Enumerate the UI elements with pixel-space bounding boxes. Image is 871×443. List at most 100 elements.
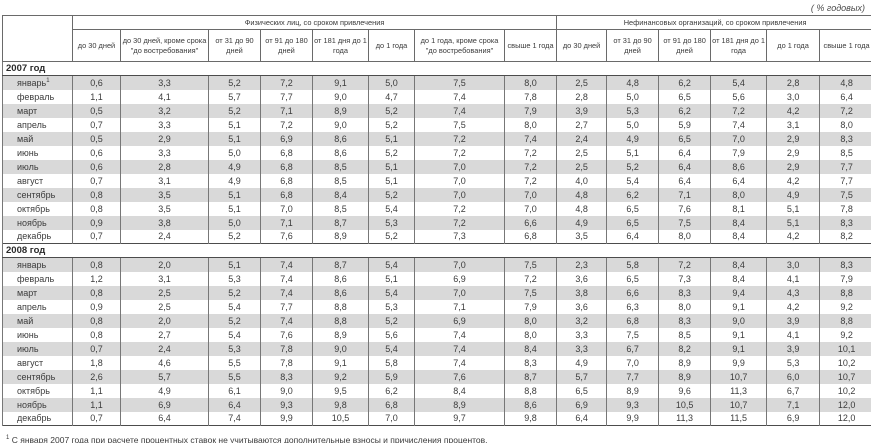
value-cell: 5,3 [368, 215, 415, 230]
value-cell: 8,0 [503, 75, 558, 90]
value-cell: 4,1 [120, 89, 209, 104]
value-cell: 8,3 [503, 355, 558, 370]
value-cell: 0,8 [72, 285, 121, 300]
value-cell: 6,8 [368, 397, 415, 412]
value-cell: 8,5 [312, 173, 369, 188]
value-cell: 9,7 [414, 411, 505, 426]
value-cell: 2,9 [120, 131, 209, 146]
value-cell: 7,5 [658, 215, 712, 230]
value-cell: 8,1 [710, 201, 768, 216]
value-cell: 6,7 [606, 341, 660, 356]
value-cell: 8,9 [312, 103, 369, 118]
table-row: июнь 0,6 3,3 5,0 6,8 8,6 5,2 7,2 7,2 2,5 5,1 6,4 7,9… [2, 145, 871, 160]
value-cell: 0,8 [72, 257, 121, 272]
value-cell: 7,4 [260, 313, 313, 328]
value-cell: 9,1 [710, 299, 768, 314]
value-cell: 8,5 [658, 327, 712, 342]
column-header-row: до 30 дней до 30 дней, кроме срока "до во… [3, 29, 871, 62]
value-cell: 3,8 [120, 215, 209, 230]
value-cell: 8,4 [710, 215, 768, 230]
value-cell: 7,1 [766, 397, 821, 412]
value-cell: 8,3 [658, 285, 712, 300]
value-cell: 5,2 [368, 229, 415, 244]
value-cell: 8,3 [819, 257, 871, 272]
value-cell: 5,7 [556, 369, 608, 384]
value-cell: 5,2 [208, 229, 261, 244]
value-cell: 7,4 [414, 89, 505, 104]
table-row: февраль 1,2 3,1 5,3 7,4 8,6 5,1 6,9 7,2 3,6 6,5 7,3… [2, 271, 871, 286]
value-cell: 5,1 [208, 131, 261, 146]
value-cell: 7,0 [368, 411, 415, 426]
value-cell: 12,0 [819, 397, 871, 412]
value-cell: 6,4 [658, 159, 712, 174]
value-cell: 5,1 [208, 257, 261, 272]
value-cell: 8,4 [312, 187, 369, 202]
value-cell: 5,1 [208, 201, 261, 216]
value-cell: 8,2 [819, 229, 871, 244]
value-cell: 2,3 [556, 257, 608, 272]
value-cell: 6,9 [260, 131, 313, 146]
value-cell: 6,4 [606, 229, 660, 244]
value-cell: 2,4 [120, 229, 209, 244]
value-cell: 2,8 [766, 75, 821, 90]
value-cell: 7,8 [260, 341, 313, 356]
footnote: 1 С января 2007 года при расчете процент… [2, 435, 869, 443]
value-cell: 9,6 [658, 383, 712, 398]
value-cell: 5,2 [368, 103, 415, 118]
value-cell: 9,8 [503, 411, 558, 426]
year-row: 2007 год [1, 61, 871, 76]
value-cell: 9,1 [710, 327, 768, 342]
value-cell: 7,6 [658, 201, 712, 216]
value-cell: 8,3 [658, 313, 712, 328]
value-cell: 4,8 [819, 75, 871, 90]
value-cell: 9,0 [312, 117, 369, 132]
value-cell: 7,2 [414, 201, 505, 216]
month-label: декабрь [2, 411, 73, 426]
value-cell: 6,6 [606, 285, 660, 300]
table-row: январь 0,8 2,0 5,1 7,4 8,7 5,4 7,0 7,5 2,3 5,8 7,2 8… [2, 257, 871, 272]
value-cell: 7,8 [260, 355, 313, 370]
month-label: сентябрь [2, 369, 73, 384]
value-cell: 2,5 [120, 285, 209, 300]
value-cell: 7,2 [414, 131, 505, 146]
month-label: август [2, 355, 73, 370]
value-cell: 7,4 [503, 131, 558, 146]
value-cell: 7,0 [606, 355, 660, 370]
table-row: июль 0,7 2,4 5,3 7,8 9,0 5,4 7,4 8,4 3,3 6,7 8,2 9,1… [2, 341, 871, 356]
value-cell: 9,5 [312, 383, 369, 398]
value-cell: 2,0 [120, 313, 209, 328]
month-label: июль [2, 341, 73, 356]
value-cell: 9,0 [312, 89, 369, 104]
value-cell: 5,6 [368, 327, 415, 342]
value-cell: 5,4 [368, 257, 415, 272]
value-cell: 7,2 [503, 145, 558, 160]
value-cell: 7,4 [208, 411, 261, 426]
value-cell: 7,4 [414, 355, 505, 370]
value-cell: 7,0 [260, 201, 313, 216]
value-cell: 8,9 [414, 397, 505, 412]
value-cell: 11,3 [658, 411, 712, 426]
value-cell: 3,3 [556, 327, 608, 342]
value-cell: 5,0 [208, 215, 261, 230]
value-cell: 4,8 [556, 201, 608, 216]
value-cell: 5,1 [766, 201, 821, 216]
value-cell: 0,9 [72, 299, 121, 314]
column-header: до 1 года, кроме срока "до востребования… [414, 29, 505, 62]
month-label: май [2, 313, 73, 328]
value-cell: 7,9 [503, 299, 558, 314]
value-cell: 5,7 [120, 369, 209, 384]
value-cell: 8,0 [710, 187, 768, 202]
value-cell: 0,8 [72, 201, 121, 216]
value-cell: 2,4 [120, 341, 209, 356]
value-cell: 7,4 [710, 117, 768, 132]
value-cell: 5,1 [766, 215, 821, 230]
value-cell: 6,1 [208, 383, 261, 398]
value-cell: 3,1 [120, 173, 209, 188]
month-label: март [2, 103, 73, 118]
value-cell: 4,6 [120, 355, 209, 370]
table-row: ноябрь 1,1 6,9 6,4 9,3 9,8 6,8 8,9 8,6 6,9 9,3 10,5… [2, 397, 871, 412]
value-cell: 4,9 [766, 187, 821, 202]
value-cell: 5,1 [606, 145, 660, 160]
value-cell: 5,1 [208, 117, 261, 132]
value-cell: 6,9 [556, 397, 608, 412]
